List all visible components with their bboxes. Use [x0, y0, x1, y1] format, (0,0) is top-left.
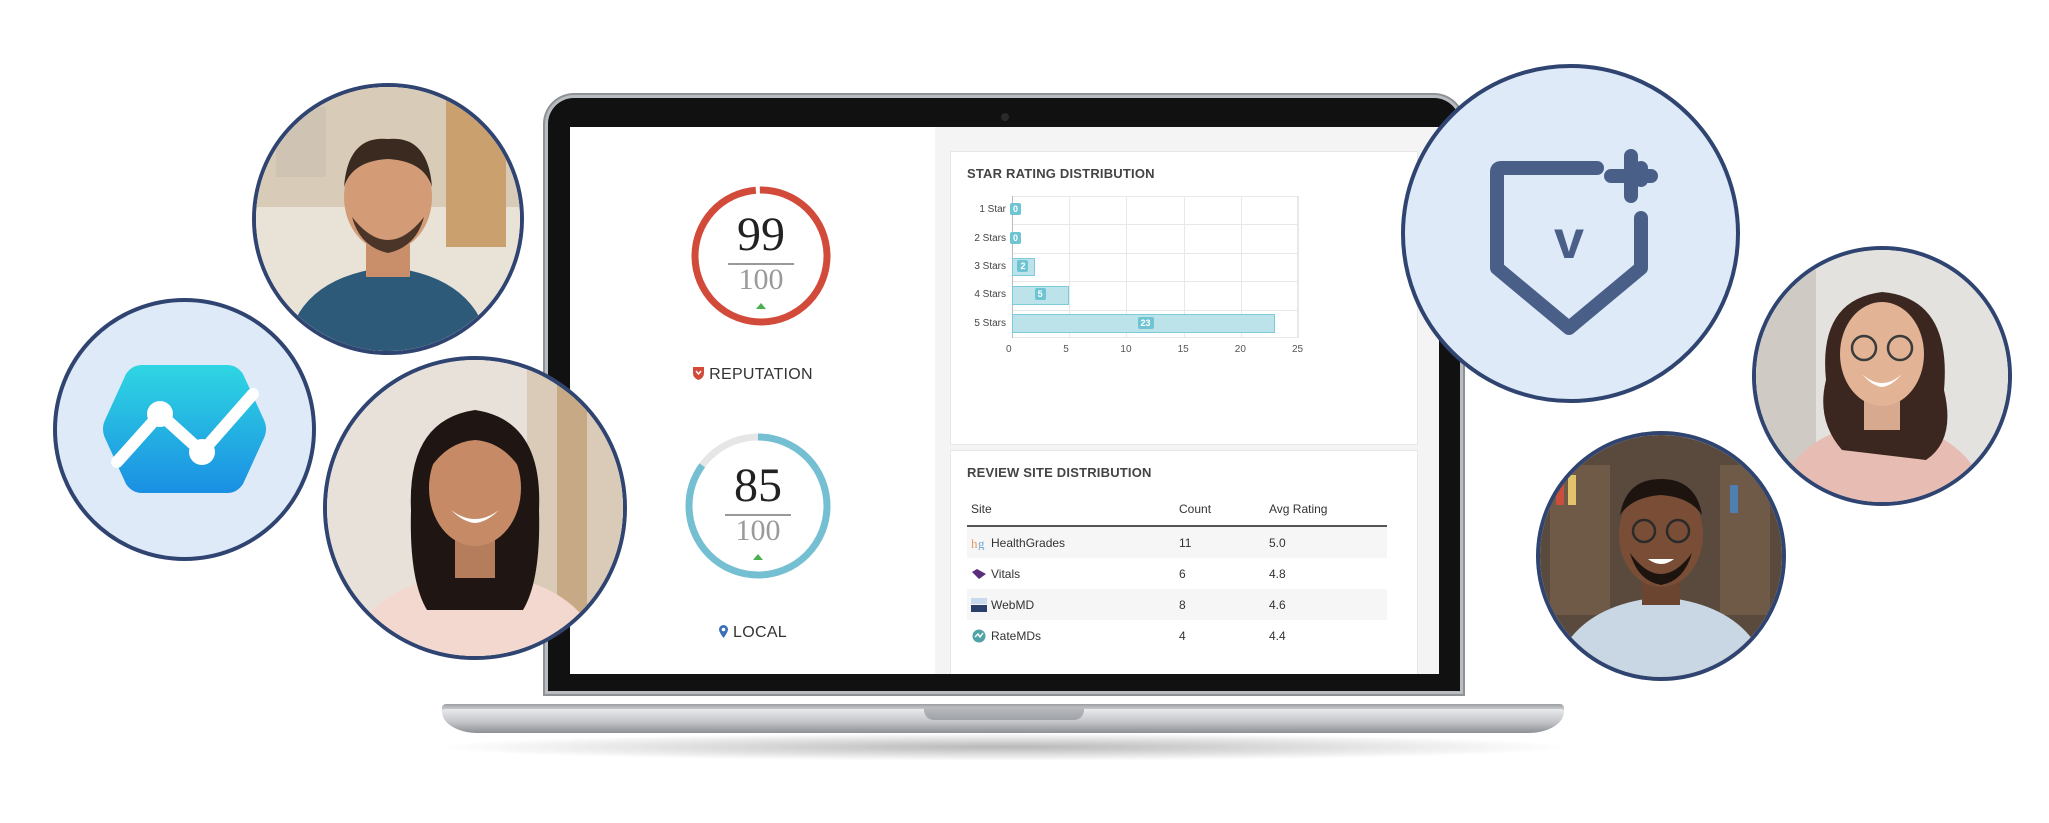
avatar-woman-right [1752, 246, 2012, 506]
x-tick-label: 5 [1063, 344, 1069, 355]
reputation-score: 99 [737, 208, 785, 261]
star-rating-title: STAR RATING DISTRIBUTION [967, 166, 1155, 181]
count-cell: 11 [1175, 526, 1265, 558]
chart-gridline-horizontal [1012, 281, 1298, 283]
reputation-total: 100 [738, 263, 784, 296]
table-row: RateMDs 4 4.4 [967, 620, 1387, 651]
site-name: Vitals [991, 566, 1021, 581]
count-cell: 4 [1179, 628, 1186, 643]
map-pin-icon [718, 624, 729, 644]
bar-value-label: 5 [1034, 288, 1046, 301]
reputation-label-row: REPUTATION [570, 366, 935, 386]
laptop-shadow [430, 733, 1576, 761]
chart-trend-hexagon-icon [103, 365, 266, 493]
laptop-screen: 99 100 REPUTATION 85 100 LOCAL [570, 127, 1439, 674]
chart-gridline-vertical [1183, 196, 1185, 338]
svg-text:g: g [978, 536, 985, 550]
laptop-notch [924, 708, 1084, 720]
local-divider [725, 514, 791, 516]
chart-gridline-vertical [1069, 196, 1071, 338]
star-rating-card: STAR RATING DISTRIBUTION 0 5 10 15 20 25 1 Sta… [950, 151, 1418, 445]
reputation-trend-up-icon [756, 303, 766, 309]
x-tick-label: 10 [1120, 344, 1132, 355]
star-rating-chart: 0 5 10 15 20 25 1 Star 0 2 Stars 0 3 Stars 2 4 Stars… [951, 152, 1417, 444]
avatar-woman-center-left [323, 356, 627, 660]
avatar-man-top-left-image [256, 87, 520, 351]
local-label-row: LOCAL [570, 624, 935, 644]
laptop-camera [1001, 113, 1009, 121]
x-tick-label: 0 [1006, 344, 1012, 355]
y-tick-label: 3 Stars [974, 261, 1006, 272]
x-tick-label: 20 [1234, 344, 1246, 355]
count-cell: 6 [1179, 566, 1186, 581]
analytics-badge [53, 298, 316, 561]
bar-value-label: 2 [1017, 260, 1029, 272]
avatar-man-bottom-right-image [1540, 435, 1782, 677]
chart-gridline-horizontal [1012, 252, 1298, 254]
y-tick-label: 1 Star [979, 204, 1006, 216]
shield-icon [692, 366, 705, 386]
vitals-logo-icon [971, 567, 987, 581]
local-gauge: 85 100 [684, 432, 832, 580]
bar-value-label: 0 [1010, 203, 1022, 216]
count-column-header[interactable]: Count [1175, 499, 1265, 527]
svg-text:h: h [971, 536, 978, 550]
local-score: 85 [734, 459, 782, 512]
svg-text:v: v [1554, 210, 1584, 270]
shield-v-plus-icon: v [1490, 149, 1658, 335]
y-tick-label: 4 Stars [974, 289, 1006, 301]
bar-value-label: 0 [1010, 231, 1022, 244]
x-tick-label: 25 [1292, 344, 1304, 355]
review-site-card: REVIEW SITE DISTRIBUTION Site Count Avg … [950, 450, 1418, 674]
avg-rating-cell: 4.6 [1265, 589, 1387, 620]
avatar-man-bottom-right [1536, 431, 1786, 681]
reputation-gauge-ring [691, 186, 831, 326]
y-tick-label: 2 Stars [974, 232, 1006, 244]
laptop-base-lip [442, 704, 1564, 711]
bar-value-label: 23 [1137, 316, 1154, 329]
chart-gridline-horizontal [1012, 224, 1298, 226]
local-label: LOCAL [733, 624, 787, 641]
table-header-row: Site Count Avg Rating [967, 499, 1387, 527]
local-gauge-ring [685, 433, 831, 579]
site-name: RateMDs [991, 628, 1042, 643]
site-name: HealthGrades [991, 535, 1066, 550]
avg-rating-cell: 4.8 [1269, 566, 1286, 581]
x-tick-label: 15 [1177, 344, 1189, 355]
reputation-gauge: 99 100 [688, 183, 834, 329]
scores-pane: 99 100 REPUTATION 85 100 LOCAL [570, 127, 935, 674]
table-row: Vitals 6 4.8 [967, 558, 1387, 589]
reputation-divider [728, 263, 794, 265]
webmd-logo-icon [971, 597, 987, 612]
count-cell: 8 [1175, 589, 1265, 620]
avatar-woman-center-left-image [327, 360, 623, 656]
y-tick-label: 5 Stars [974, 317, 1006, 329]
review-site-title: REVIEW SITE DISTRIBUTION [967, 465, 1152, 480]
verified-badge: v [1401, 64, 1740, 403]
chart-gridline-vertical [1298, 196, 1299, 338]
local-total: 100 [735, 514, 781, 547]
site-name: WebMD [991, 597, 1035, 612]
avg-rating-column-header[interactable]: Avg Rating [1265, 499, 1387, 527]
site-cell: RateMDs [967, 620, 1175, 651]
site-column-header[interactable]: Site [967, 499, 1175, 527]
chart-gridline-horizontal [1012, 309, 1298, 311]
reputation-label: REPUTATION [709, 366, 813, 383]
avg-rating-cell: 5.0 [1265, 526, 1387, 558]
chart-gridline-vertical [1126, 196, 1128, 338]
avg-rating-cell: 4.4 [1269, 628, 1286, 643]
avatar-man-top-left [252, 83, 524, 355]
local-trend-up-icon [753, 554, 763, 560]
chart-gridline-vertical [1240, 196, 1242, 338]
avatar-woman-right-image [1756, 250, 2008, 502]
site-cell: Vitals [967, 558, 1175, 589]
ratemds-logo-icon [971, 629, 987, 643]
table-row: WebMD 8 4.6 [967, 589, 1387, 620]
site-cell: WebMD [967, 589, 1175, 620]
